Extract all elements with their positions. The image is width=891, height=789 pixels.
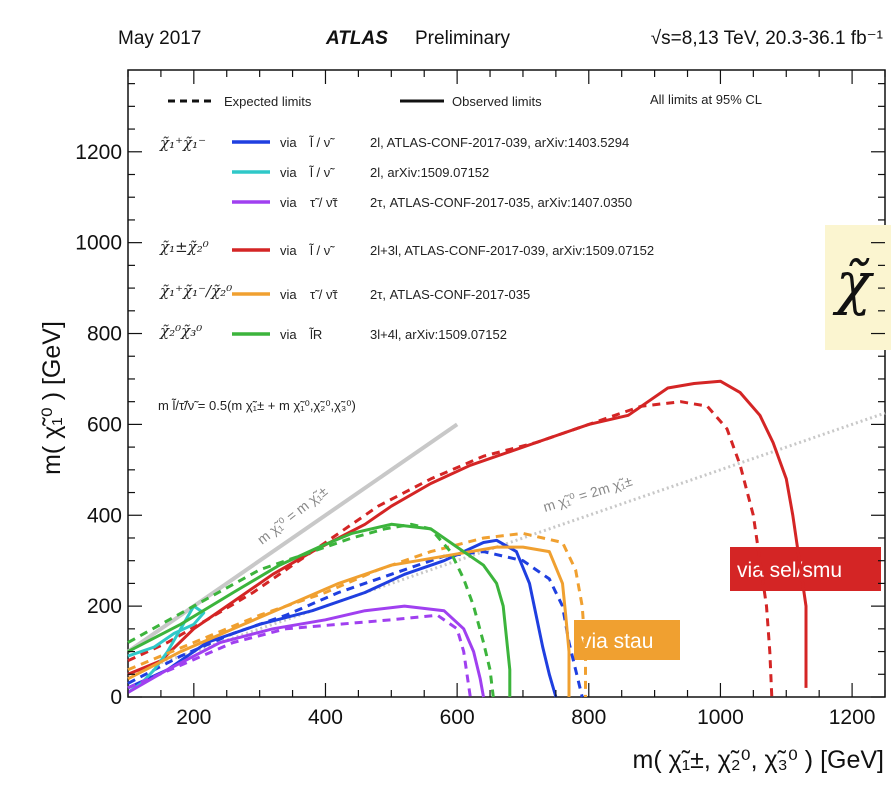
header-experiment: ATLAS bbox=[325, 28, 388, 49]
y-tick-label: 0 bbox=[110, 686, 122, 709]
y-tick-label: 400 bbox=[87, 504, 122, 527]
legend-entry-via: via bbox=[280, 327, 297, 342]
expected-limit-curve bbox=[127, 522, 495, 698]
x-tick-label: 600 bbox=[440, 706, 475, 729]
x-tick-label: 200 bbox=[176, 706, 211, 729]
via-stau-box bbox=[574, 620, 680, 660]
legend-entry-via: via bbox=[280, 195, 297, 210]
expected-limit-curve bbox=[127, 531, 587, 697]
legend-entry: via τ̃ / ν̃τ 2τ, ATLAS-CONF-2017-035 bbox=[232, 287, 530, 302]
header-date: May 2017 bbox=[118, 28, 201, 49]
diagonal-line bbox=[127, 411, 886, 676]
header-status: Preliminary bbox=[415, 28, 511, 49]
series-curves bbox=[127, 379, 808, 698]
legend-group-c1c1-n2: χ̃₁⁺χ̃₁⁻/χ̃₂⁰ bbox=[159, 282, 232, 300]
legend-entry: via τ̃ / ν̃τ 2τ, ATLAS-CONF-2017-035, ar… bbox=[232, 195, 632, 210]
legend-entry-text: 2l+3l, ATLAS-CONF-2017-039, arXiv:1509.0… bbox=[370, 243, 654, 258]
x-tick-label: 1000 bbox=[697, 706, 744, 729]
x-tick-label: 1200 bbox=[829, 706, 876, 729]
diagonal-line bbox=[126, 422, 459, 654]
axis-ticks: 200 400 600 800 1000 1200 0 200 400 600 800 1000 120… bbox=[75, 70, 886, 729]
legend-observed-label: Observed limits bbox=[452, 94, 542, 109]
y-tick-label: 600 bbox=[87, 413, 122, 436]
via-selsmu-label: via sel/smu bbox=[737, 559, 842, 582]
y-tick-label: 200 bbox=[87, 595, 122, 618]
legend-entry-particle: τ̃ / ν̃τ bbox=[310, 287, 338, 302]
legend-entry: via l̃ / ν̃ 2l, arXiv:1509.07152 bbox=[232, 165, 489, 180]
legend-entry: via l̃ / ν̃ 2l, ATLAS-CONF-2017-039, arX… bbox=[232, 135, 629, 150]
legend-cl-note: All limits at 95% CL bbox=[650, 92, 762, 107]
observed-limit-curve bbox=[127, 379, 808, 688]
y-axis-title: m( χ̃₁⁰ ) [GeV] bbox=[38, 321, 66, 475]
legend-entry-particle: l̃R bbox=[308, 327, 322, 342]
x-tick-label: 400 bbox=[308, 706, 343, 729]
legend-group-c1n2: χ̃₁±χ̃₂⁰ bbox=[159, 238, 209, 256]
y-tick-label: 1000 bbox=[75, 232, 122, 255]
legend-group-c1c1: χ̃₁⁺χ̃₁⁻ bbox=[159, 134, 206, 152]
legend-entry-particle: τ̃ / ν̃τ bbox=[310, 195, 338, 210]
legend-entry-particle: l̃ / ν̃ bbox=[308, 243, 335, 258]
legend-group-n2n3: χ̃₂⁰χ̃₃⁰ bbox=[159, 322, 202, 340]
legend-entry-text: 2τ, ATLAS-CONF-2017-035 bbox=[370, 287, 530, 302]
x-tick-label: 800 bbox=[571, 706, 606, 729]
legend-entry-text: 2l, ATLAS-CONF-2017-039, arXiv:1403.5294 bbox=[370, 135, 629, 150]
observed-limit-curve bbox=[127, 604, 485, 698]
legend-entry: via l̃ / ν̃ 2l+3l, ATLAS-CONF-2017-039, … bbox=[232, 243, 654, 258]
legend-entry-via: via bbox=[280, 165, 297, 180]
legend-entry-particle: l̃ / ν̃ bbox=[308, 135, 335, 150]
via-selsmu-box bbox=[730, 547, 881, 591]
observed-limit-curve bbox=[127, 604, 206, 694]
header-energy: √s=8,13 TeV, 20.3-36.1 fb⁻¹ bbox=[651, 28, 883, 49]
legend-entry: via l̃R 3l+4l, arXiv:1509.07152 bbox=[232, 327, 507, 342]
mass-relation-annotation: m l̃/τ̃/ν̃ = 0.5(m χ̃₁± + m χ̃₁⁰,χ̃₂⁰,χ̃… bbox=[158, 398, 356, 413]
legend-entry-via: via bbox=[280, 243, 297, 258]
legend-entry-text: 3l+4l, arXiv:1509.07152 bbox=[370, 327, 507, 342]
legend-entry-text: 2τ, ATLAS-CONF-2017-035, arXiv:1407.0350 bbox=[370, 195, 632, 210]
legend-entry-via: via bbox=[280, 135, 297, 150]
chi-box-label: χ̃ bbox=[832, 249, 874, 317]
observed-limit-curve bbox=[127, 545, 571, 697]
diag2-label: m χ̃₁⁰ = 2m χ̃₁± bbox=[541, 472, 634, 514]
y-tick-label: 800 bbox=[87, 323, 122, 346]
legend-entry-via: via bbox=[280, 287, 297, 302]
x-axis-title: m( χ̃₁±, χ̃₂⁰, χ̃₃⁰ ) [GeV] bbox=[633, 746, 884, 774]
expected-limit-curve bbox=[127, 400, 774, 698]
plot-frame bbox=[127, 69, 886, 698]
legend-entry-particle: l̃ / ν̃ bbox=[308, 165, 335, 180]
legend-expected-label: Expected limits bbox=[224, 94, 312, 109]
legend-entry-text: 2l, arXiv:1509.07152 bbox=[370, 165, 489, 180]
via-stau-label: via stau bbox=[581, 630, 653, 653]
y-tick-label: 1200 bbox=[75, 141, 122, 164]
